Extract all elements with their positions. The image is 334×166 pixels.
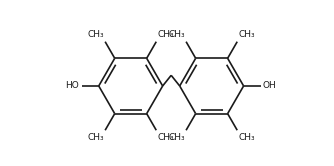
Text: CH₃: CH₃ xyxy=(87,30,104,39)
Text: HO: HO xyxy=(65,82,79,90)
Text: CH₃: CH₃ xyxy=(158,30,174,39)
Text: CH₃: CH₃ xyxy=(168,30,185,39)
Text: CH₃: CH₃ xyxy=(158,132,174,142)
Text: CH₃: CH₃ xyxy=(238,132,255,142)
Text: CH₃: CH₃ xyxy=(168,132,185,142)
Text: CH₃: CH₃ xyxy=(87,132,104,142)
Text: OH: OH xyxy=(263,82,277,90)
Text: CH₃: CH₃ xyxy=(238,30,255,39)
